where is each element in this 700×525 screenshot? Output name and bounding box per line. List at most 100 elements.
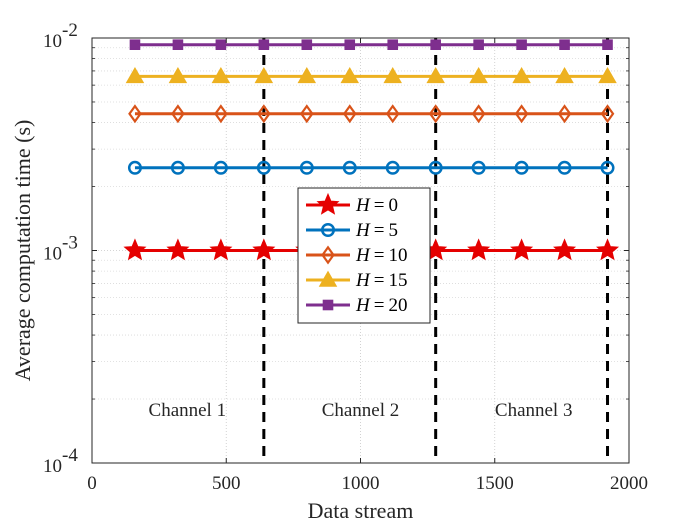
legend-operator: = xyxy=(374,270,385,291)
legend-label: H = 0 xyxy=(355,195,398,216)
series-H-15 xyxy=(125,66,617,84)
legend-value: 5 xyxy=(388,220,398,241)
legend-entry: H = 20 xyxy=(306,295,407,316)
data-point xyxy=(344,39,356,50)
data-point xyxy=(127,160,142,175)
data-point xyxy=(123,238,147,261)
data-point xyxy=(600,104,615,124)
legend-variable: H xyxy=(355,195,371,216)
data-point xyxy=(385,160,400,175)
y-tick-label-base: 10 xyxy=(43,456,62,477)
legend-variable: H xyxy=(355,245,371,266)
data-point xyxy=(383,66,402,84)
legend-marker xyxy=(318,270,338,287)
legend-label: H = 15 xyxy=(355,270,407,291)
legend-marker xyxy=(321,245,335,265)
data-point xyxy=(385,104,400,124)
x-tick-labels: 0 500 1000 1500 2000 xyxy=(87,473,648,494)
data-point xyxy=(598,66,617,84)
x-tick-label: 0 xyxy=(87,473,97,494)
legend-label: H = 10 xyxy=(355,245,407,266)
data-point xyxy=(510,238,534,261)
data-point xyxy=(557,160,572,175)
data-point xyxy=(254,66,274,84)
y-tick-label-exponent: -3 xyxy=(62,233,78,254)
series-H-20 xyxy=(129,39,613,50)
legend-marker xyxy=(322,299,334,311)
data-point xyxy=(553,238,577,261)
x-tick-label: 2000 xyxy=(610,473,648,494)
data-point xyxy=(469,66,488,84)
y-tick-label: 10-4 xyxy=(43,445,78,477)
data-point xyxy=(428,160,443,175)
channel-label: Channel 3 xyxy=(495,400,573,421)
data-point xyxy=(214,104,228,124)
minor-grid xyxy=(92,47,629,400)
y-tick-label-exponent: -4 xyxy=(62,445,78,466)
data-point xyxy=(430,39,441,50)
data-point xyxy=(257,104,271,124)
data-point xyxy=(128,104,142,124)
data-point xyxy=(129,39,141,50)
data-point xyxy=(471,104,486,124)
legend-operator: = xyxy=(374,195,385,216)
data-point xyxy=(559,39,570,50)
data-point xyxy=(125,66,145,84)
data-point xyxy=(471,160,486,175)
y-tick-label-exponent: -2 xyxy=(62,20,78,41)
channel-label: Channel 2 xyxy=(322,400,400,421)
legend-variable: H xyxy=(355,270,371,291)
data-point xyxy=(170,160,185,175)
data-point xyxy=(514,104,529,124)
data-point xyxy=(340,66,360,84)
y-tick-label-base: 10 xyxy=(43,31,62,52)
data-point xyxy=(514,160,529,175)
legend-value: 0 xyxy=(388,195,398,216)
legend-variable: H xyxy=(355,220,371,241)
y-tick-label-base: 10 xyxy=(43,244,62,265)
data-point xyxy=(342,104,357,124)
data-point xyxy=(516,39,527,50)
legend-entry: H = 0 xyxy=(306,192,398,216)
data-point xyxy=(555,66,574,84)
y-tick-labels: 10-410-310-2 xyxy=(43,20,78,477)
y-tick-label: 10-3 xyxy=(43,233,78,265)
x-tick-label: 500 xyxy=(212,473,241,494)
series-H-5 xyxy=(127,160,615,175)
legend-marker xyxy=(320,222,336,238)
data-point xyxy=(168,66,188,84)
legend-entry: H = 10 xyxy=(306,245,407,266)
legend-marker xyxy=(316,192,340,215)
legend-label: H = 5 xyxy=(355,220,398,241)
legend-operator: = xyxy=(374,245,385,266)
data-point xyxy=(387,39,399,50)
channel-label: Channel 1 xyxy=(149,400,227,421)
data-point xyxy=(426,66,445,84)
legend-value: 15 xyxy=(388,270,407,291)
legend-label: H = 20 xyxy=(355,295,407,316)
axis-ticks xyxy=(91,37,630,464)
legend-value: 10 xyxy=(388,245,407,266)
series-H-10 xyxy=(128,104,615,124)
data-point xyxy=(171,104,185,124)
data-point xyxy=(467,238,491,261)
data-point xyxy=(473,39,484,50)
data-point xyxy=(301,39,313,50)
data-point xyxy=(428,104,443,124)
data-point xyxy=(172,39,184,50)
data-point xyxy=(557,104,572,124)
x-tick-label: 1000 xyxy=(342,473,380,494)
data-point xyxy=(297,66,317,84)
data-point xyxy=(600,160,615,175)
legend-entry: H = 15 xyxy=(306,270,407,291)
x-tick-label: 1500 xyxy=(476,473,514,494)
data-point xyxy=(166,238,190,261)
data-point xyxy=(213,160,228,175)
y-tick-label: 10-2 xyxy=(43,20,78,52)
data-point xyxy=(596,238,620,261)
y-axis-label: Average computation time (s) xyxy=(10,120,35,382)
data-point xyxy=(209,238,233,261)
x-axis-label: Data stream xyxy=(308,498,414,523)
data-point xyxy=(215,39,227,50)
